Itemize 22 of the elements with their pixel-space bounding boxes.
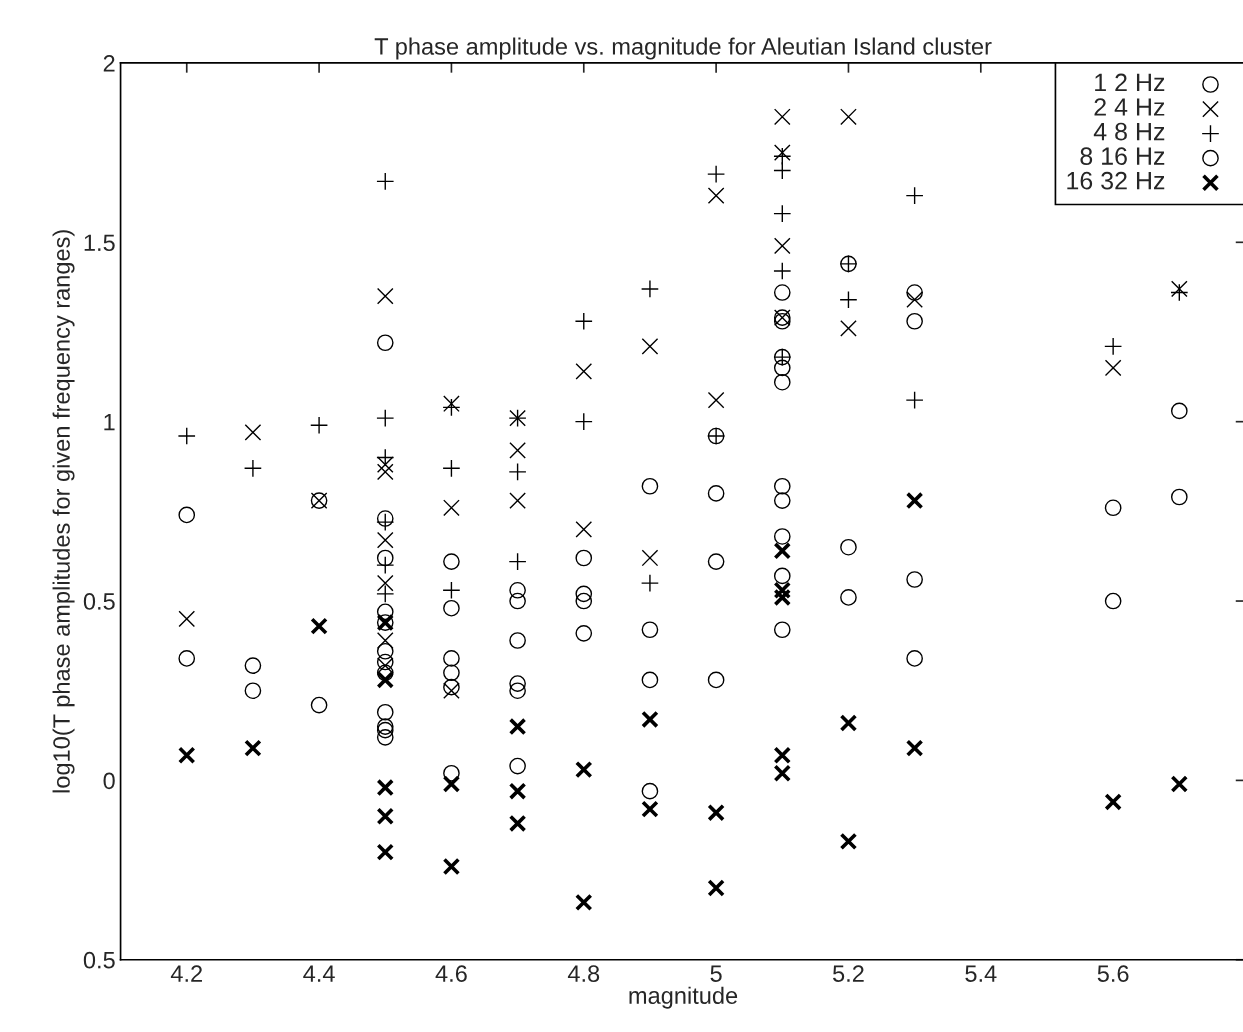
legend-label: 8 16 Hz	[1080, 147, 1165, 165]
y-tick-label: 1	[104, 413, 115, 431]
y-axis-title: log10(T phase amplitudes for given frequency ranges)	[52, 230, 75, 793]
x-tick-label: 4.2	[170, 965, 202, 982]
x-tick-label: 5.6	[1097, 965, 1129, 982]
x-tick-label: 4.6	[435, 965, 467, 982]
legend-label: 16 32 Hz	[1067, 171, 1165, 190]
y-tick-label: 1.5	[84, 234, 115, 252]
x-tick-label: 5.2	[832, 965, 864, 982]
y-tick-label: 0	[103, 772, 115, 790]
x-tick-label: 4.4	[303, 965, 335, 982]
x-tick-label: 5	[710, 965, 722, 982]
y-tick-label: 0.5	[83, 593, 115, 610]
legend-label: 1 2 Hz	[1095, 73, 1165, 92]
x-tick-label: 4.8	[567, 965, 600, 982]
y-tick-label: 0.5	[83, 951, 115, 969]
x-tick-label: 5.4	[965, 965, 997, 982]
x-axis-title: magnitude	[629, 986, 738, 1009]
legend-label: 4 8 Hz	[1093, 122, 1165, 141]
chart-title: T phase amplitude vs. magnitude for Aleutian Island cluster	[374, 37, 992, 60]
legend-label: 2 4 Hz	[1094, 98, 1165, 116]
y-tick-label: 2	[103, 55, 115, 72]
